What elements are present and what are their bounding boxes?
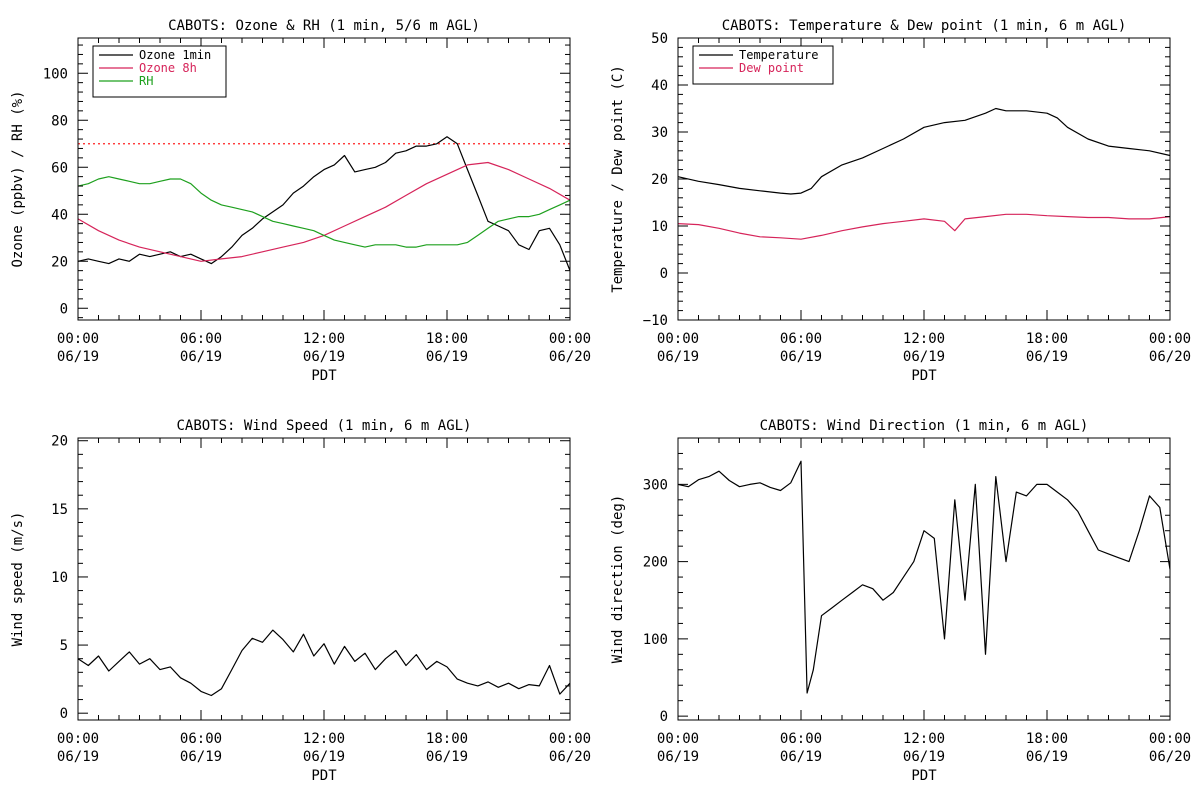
x-axis-label: PDT	[311, 768, 337, 784]
y-tick-label: 20	[651, 172, 668, 188]
x-tick-date: 06/19	[657, 749, 699, 765]
series-line-dew-point	[677, 213, 1171, 240]
y-axis-label: Ozone (ppbv) / RH (%)	[10, 90, 26, 267]
y-tick-label: 0	[660, 709, 668, 725]
y-tick-label: 300	[643, 477, 668, 493]
y-tick-label: 100	[43, 66, 68, 82]
x-tick-label: 00:00	[657, 731, 699, 747]
plot-frame	[677, 437, 1171, 721]
x-tick-label: 00:00	[657, 331, 699, 347]
x-tick-date: 06/19	[903, 349, 945, 365]
y-tick-label: 40	[651, 78, 668, 94]
plot-frame	[77, 437, 571, 721]
legend-label: Dew point	[739, 61, 804, 75]
x-tick-label: 18:00	[426, 731, 468, 747]
x-tick-label: 06:00	[180, 331, 222, 347]
x-tick-label: 18:00	[1026, 731, 1068, 747]
series-line-rh	[77, 176, 571, 248]
x-axis-label: PDT	[911, 368, 937, 384]
y-tick-label: 40	[51, 207, 68, 223]
x-tick-date: 06/19	[657, 349, 699, 365]
x-tick-date: 06/19	[57, 749, 99, 765]
x-tick-date: 06/20	[1149, 349, 1191, 365]
x-tick-label: 12:00	[903, 331, 945, 347]
series-line-ozone-8h	[77, 161, 571, 262]
x-tick-date: 06/19	[180, 749, 222, 765]
x-tick-date: 06/19	[780, 349, 822, 365]
chart-title: CABOTS: Temperature & Dew point (1 min, …	[722, 18, 1127, 34]
x-tick-label: 00:00	[549, 731, 591, 747]
y-tick-label: 10	[651, 219, 668, 235]
x-tick-date: 06/20	[1149, 749, 1191, 765]
ozone-rh-chart: CABOTS: Ozone & RH (1 min, 5/6 m AGL) 00:…	[10, 18, 591, 384]
y-axis-label: Wind direction (deg)	[610, 495, 626, 664]
y-tick-label: 200	[643, 555, 668, 571]
temperature-dewpoint-chart: CABOTS: Temperature & Dew point (1 min, …	[610, 18, 1191, 384]
chart-title: CABOTS: Wind Speed (1 min, 6 m AGL)	[176, 418, 471, 434]
y-axis-label: Temperature / Dew point (C)	[610, 65, 626, 293]
x-tick-date: 06/19	[426, 349, 468, 365]
x-tick-date: 06/19	[903, 749, 945, 765]
x-tick-label: 12:00	[303, 331, 345, 347]
x-axis-label: PDT	[311, 368, 337, 384]
y-tick-label: 80	[51, 113, 68, 129]
x-tick-label: 00:00	[57, 331, 99, 347]
y-tick-label: 50	[651, 31, 668, 47]
series-line-data	[677, 460, 1171, 694]
legend-box	[692, 45, 834, 85]
x-tick-label: 00:00	[549, 331, 591, 347]
x-tick-label: 00:00	[1149, 731, 1191, 747]
legend-label: Ozone 8h	[139, 61, 197, 75]
y-tick-label: 30	[651, 125, 668, 141]
x-tick-date: 06/19	[1026, 749, 1068, 765]
x-tick-date: 06/19	[780, 749, 822, 765]
series-line-data	[77, 629, 571, 697]
series-line-ozone-1min	[77, 136, 571, 271]
x-tick-date: 06/19	[426, 749, 468, 765]
y-tick-label: 20	[51, 434, 68, 450]
y-axis-label: Wind speed (m/s)	[10, 512, 26, 647]
x-tick-date: 06/19	[180, 349, 222, 365]
y-tick-label: 20	[51, 254, 68, 270]
x-tick-date: 06/20	[549, 349, 591, 365]
legend-label: RH	[139, 74, 153, 88]
x-tick-label: 00:00	[1149, 331, 1191, 347]
x-tick-date: 06/19	[303, 749, 345, 765]
x-tick-date: 06/19	[57, 349, 99, 365]
y-tick-label: 0	[60, 706, 68, 722]
x-tick-label: 06:00	[180, 731, 222, 747]
wind-direction-chart: CABOTS: Wind Direction (1 min, 6 m AGL) 0…	[610, 418, 1191, 784]
y-tick-label: 0	[60, 301, 68, 317]
x-tick-label: 06:00	[780, 731, 822, 747]
series-line-temperature	[677, 107, 1171, 195]
x-tick-label: 18:00	[1026, 331, 1068, 347]
y-tick-label: 60	[51, 160, 68, 176]
legend-label: Ozone 1min	[139, 48, 211, 62]
y-tick-label: 5	[60, 638, 68, 654]
chart-title: CABOTS: Wind Direction (1 min, 6 m AGL)	[760, 418, 1089, 434]
y-tick-label: 100	[643, 632, 668, 648]
x-tick-label: 12:00	[303, 731, 345, 747]
y-tick-label: −10	[643, 313, 668, 329]
y-tick-label: 15	[51, 502, 68, 518]
x-tick-date: 06/20	[549, 749, 591, 765]
y-tick-label: 0	[660, 266, 668, 282]
y-tick-label: 10	[51, 570, 68, 586]
x-tick-date: 06/19	[303, 349, 345, 365]
x-axis-label: PDT	[911, 768, 937, 784]
legend-label: Temperature	[739, 48, 818, 62]
x-tick-label: 06:00	[780, 331, 822, 347]
x-tick-label: 00:00	[57, 731, 99, 747]
x-tick-label: 18:00	[426, 331, 468, 347]
x-tick-date: 06/19	[1026, 349, 1068, 365]
chart-title: CABOTS: Ozone & RH (1 min, 5/6 m AGL)	[168, 18, 480, 34]
wind-speed-chart: CABOTS: Wind Speed (1 min, 6 m AGL) 00:00…	[10, 418, 591, 784]
x-tick-label: 12:00	[903, 731, 945, 747]
